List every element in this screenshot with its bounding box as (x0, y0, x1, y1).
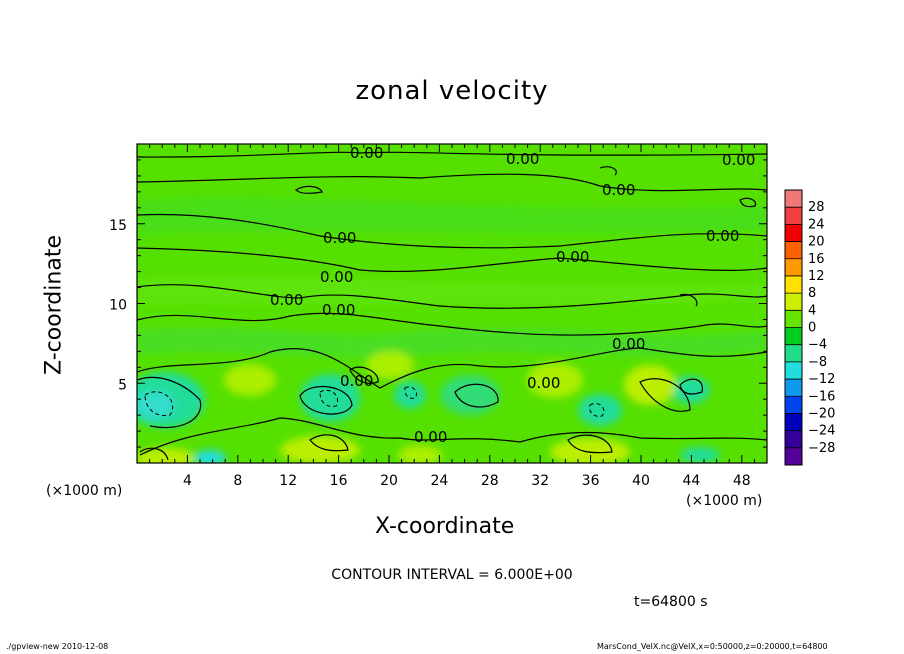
contour-labels: 0.00 0.00 0.00 0.00 0.00 0.00 0.00 0.00 … (270, 144, 755, 446)
colorbar-swatch (785, 207, 802, 225)
colorbar-swatch (785, 379, 802, 397)
colorbar-swatch (785, 413, 802, 431)
x-tick-label: 40 (632, 473, 650, 489)
contour-label: 0.00 (340, 372, 373, 390)
colorbar-label: −8 (808, 355, 827, 370)
colorbar-swatch (785, 224, 802, 242)
x-tick-label: 36 (582, 473, 600, 489)
contour-label: 0.00 (602, 181, 635, 199)
contour-label: 0.00 (270, 291, 303, 309)
colorbar-label: −24 (808, 424, 835, 439)
colorbar-label: −4 (808, 338, 827, 353)
contour-label: 0.00 (323, 229, 356, 247)
x-tick-label: 48 (733, 473, 751, 489)
y-tick-label: 10 (109, 298, 127, 314)
y-axis-ticks: 5 10 15 (109, 159, 767, 448)
x-tick-label: 44 (682, 473, 700, 489)
field-shading (137, 197, 767, 463)
x-unit-left: (×1000 m) (46, 483, 123, 499)
colorbar-swatch (785, 275, 802, 294)
y-tick-label: 15 (109, 218, 127, 234)
contour-label: 0.00 (350, 144, 383, 162)
contour-label: 0.00 (706, 227, 739, 245)
y-tick-label: 5 (118, 377, 127, 393)
colorbar-label: 20 (808, 235, 825, 250)
colorbar-swatch (785, 344, 802, 362)
colorbar-label: 16 (808, 252, 825, 267)
contour-label: 0.00 (556, 248, 589, 266)
footer-right: MarsCond_VelX.nc@VelX,x=0:50000,z=0:2000… (597, 642, 828, 651)
colorbar-swatch (785, 241, 802, 259)
x-axis-label: X-coordinate (375, 514, 515, 539)
colorbar-swatch (785, 361, 802, 380)
x-tick-label: 8 (233, 473, 242, 489)
colorbar-label: 28 (808, 200, 825, 215)
colorbar-label: −16 (808, 389, 835, 404)
contour-interval: CONTOUR INTERVAL = 6.000E+00 (331, 567, 573, 583)
colorbar-label: 12 (808, 269, 825, 284)
colorbar-swatch (785, 327, 802, 345)
colorbar-label: −12 (808, 372, 835, 387)
contour-label: 0.00 (322, 301, 355, 319)
time-label: t=64800 s (634, 594, 708, 610)
x-tick-label: 24 (430, 473, 448, 489)
contour-label: 0.00 (320, 268, 353, 286)
colorbar-label: 4 (808, 303, 816, 318)
x-tick-label: 28 (481, 473, 499, 489)
contour-label: 0.00 (527, 374, 560, 392)
contour-label: 0.00 (506, 150, 539, 168)
x-axis-ticks: 4 8 12 16 20 24 28 32 36 40 44 48 (149, 144, 755, 489)
x-tick-label: 12 (279, 473, 297, 489)
colorbar-swatch (785, 430, 802, 448)
x-tick-label: 4 (183, 473, 192, 489)
colorbar-label: −28 (808, 441, 835, 456)
x-unit-right: (×1000 m) (686, 493, 763, 509)
colorbar-label: 0 (808, 321, 816, 336)
negative-contours (144, 386, 605, 417)
colorbar-swatch (785, 190, 802, 208)
colorbar-label: 24 (808, 217, 825, 232)
x-tick-label: 32 (531, 473, 549, 489)
contour-label: 0.00 (612, 335, 645, 353)
colorbar-swatch (785, 447, 802, 465)
colorbar-label: −20 (808, 406, 835, 421)
colorbar-swatch (785, 258, 802, 276)
x-tick-label: 20 (380, 473, 398, 489)
colorbar-swatch (785, 396, 802, 414)
footer-left: ./gpview-new 2010-12-08 (6, 642, 109, 651)
chart-title: zonal velocity (355, 76, 549, 106)
contour-lines (137, 151, 767, 461)
plot-field: 0.00 0.00 0.00 0.00 0.00 0.00 0.00 0.00 … (137, 144, 767, 463)
colorbar-swatch (785, 310, 802, 328)
x-tick-label: 16 (330, 473, 348, 489)
colorbar-swatch (785, 293, 802, 311)
colorbar: 28 24 20 16 12 8 4 0 −4 −8 −12 −16 −20 −24 −28 (784, 189, 835, 466)
contour-label: 0.00 (414, 428, 447, 446)
colorbar-label: 8 (808, 286, 816, 301)
contour-label: 0.00 (722, 151, 755, 169)
